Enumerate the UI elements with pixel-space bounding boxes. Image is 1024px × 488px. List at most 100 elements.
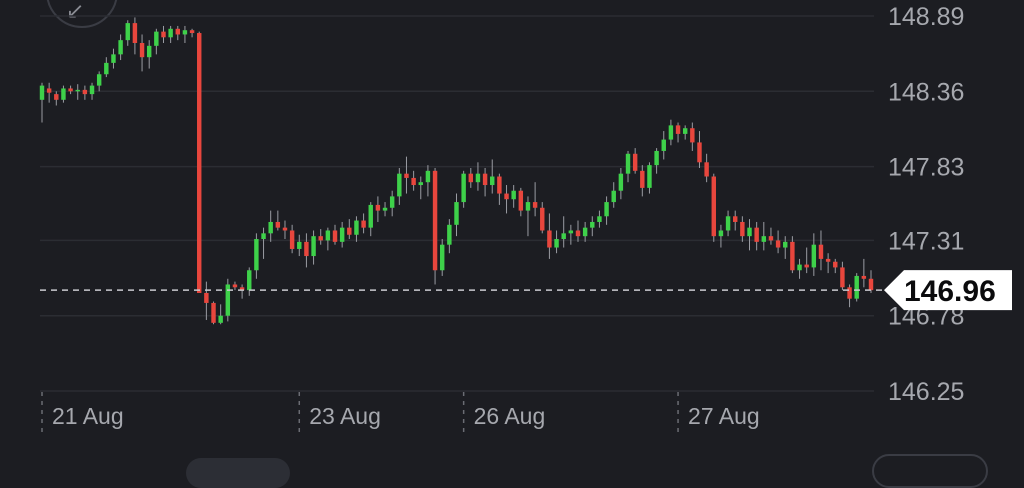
candle-body — [139, 42, 145, 58]
candle-body — [725, 216, 731, 231]
candle-body — [304, 241, 309, 257]
candle — [561, 216, 566, 248]
candle — [225, 278, 231, 322]
candle-body — [632, 153, 638, 171]
x-tick-label: 27 Aug — [688, 403, 760, 429]
candle — [540, 202, 545, 234]
candle-body — [554, 239, 559, 248]
candle-body — [754, 227, 759, 242]
candle — [504, 185, 509, 214]
candle-body — [375, 204, 381, 211]
candle — [161, 25, 166, 43]
candle-body — [447, 224, 452, 245]
candle-body — [647, 165, 652, 188]
candle-body — [818, 244, 824, 259]
candle-body — [282, 227, 288, 231]
candle — [275, 210, 281, 231]
candle-body — [354, 220, 359, 235]
candle — [146, 40, 152, 69]
candle-body — [768, 236, 774, 241]
candle-body — [118, 40, 123, 55]
y-tick-label: 148.36 — [888, 78, 964, 106]
candle — [733, 210, 738, 231]
candle-body — [604, 202, 609, 217]
candle — [547, 213, 552, 259]
candle — [582, 221, 588, 242]
candle-body — [318, 236, 323, 241]
candle — [361, 213, 366, 234]
bottom-tab-pill[interactable] — [186, 458, 290, 488]
candle — [661, 131, 666, 160]
candle — [111, 48, 116, 69]
candle-body — [618, 173, 624, 191]
candle-body — [261, 233, 266, 240]
candle — [75, 84, 80, 100]
y-tick-label: 146.25 — [888, 378, 964, 406]
candle — [96, 71, 102, 92]
bottom-action-pill[interactable] — [872, 454, 988, 488]
candle-body — [411, 177, 416, 186]
candle-body — [868, 278, 874, 291]
candle — [611, 182, 616, 208]
candle — [775, 230, 781, 254]
current-price-badge — [884, 270, 1012, 311]
candle — [411, 170, 416, 191]
candle-body — [733, 216, 738, 222]
candle — [868, 270, 874, 293]
candle-body — [225, 284, 231, 316]
candle — [197, 31, 202, 293]
candle-body — [146, 45, 152, 58]
candle — [282, 220, 288, 240]
candle-body — [861, 275, 867, 279]
candle — [211, 301, 216, 325]
candle-body — [582, 227, 588, 237]
candle — [783, 236, 788, 259]
candle-body — [297, 241, 302, 249]
candle-body — [439, 244, 445, 271]
candle-body — [247, 270, 252, 291]
candle-body — [75, 89, 80, 92]
candle — [418, 176, 423, 200]
candle-body — [482, 173, 488, 186]
candle-body — [254, 239, 259, 271]
candle-body — [125, 23, 130, 41]
candle — [254, 233, 259, 279]
candle-body — [761, 236, 767, 242]
candle — [432, 167, 438, 285]
candle — [668, 119, 674, 146]
candle-body — [504, 193, 509, 200]
candle — [682, 125, 688, 140]
candle-body — [325, 230, 331, 241]
candle — [804, 247, 809, 274]
candle-body — [382, 207, 388, 211]
candle — [46, 82, 52, 103]
candle-body — [811, 244, 817, 268]
candle-body — [154, 31, 159, 46]
candle-body — [525, 202, 531, 211]
candle — [139, 34, 145, 72]
candle-body — [675, 125, 681, 134]
candle — [497, 173, 502, 205]
candle-body — [568, 230, 574, 234]
candle — [189, 28, 195, 38]
candle — [811, 233, 817, 276]
candle — [311, 230, 316, 265]
candle — [61, 85, 66, 103]
chart-grid — [40, 15, 874, 392]
candle — [861, 258, 867, 288]
candle-body — [490, 176, 495, 186]
candle — [768, 227, 774, 245]
candle-body — [804, 264, 809, 268]
candle — [461, 170, 466, 208]
candle — [754, 221, 759, 251]
candle — [718, 224, 724, 248]
candle — [647, 162, 652, 194]
candle — [597, 210, 602, 228]
candle-body — [690, 128, 695, 143]
candle — [304, 233, 309, 268]
candle-body — [175, 28, 180, 35]
candle — [439, 239, 445, 276]
candle-body — [704, 162, 709, 177]
